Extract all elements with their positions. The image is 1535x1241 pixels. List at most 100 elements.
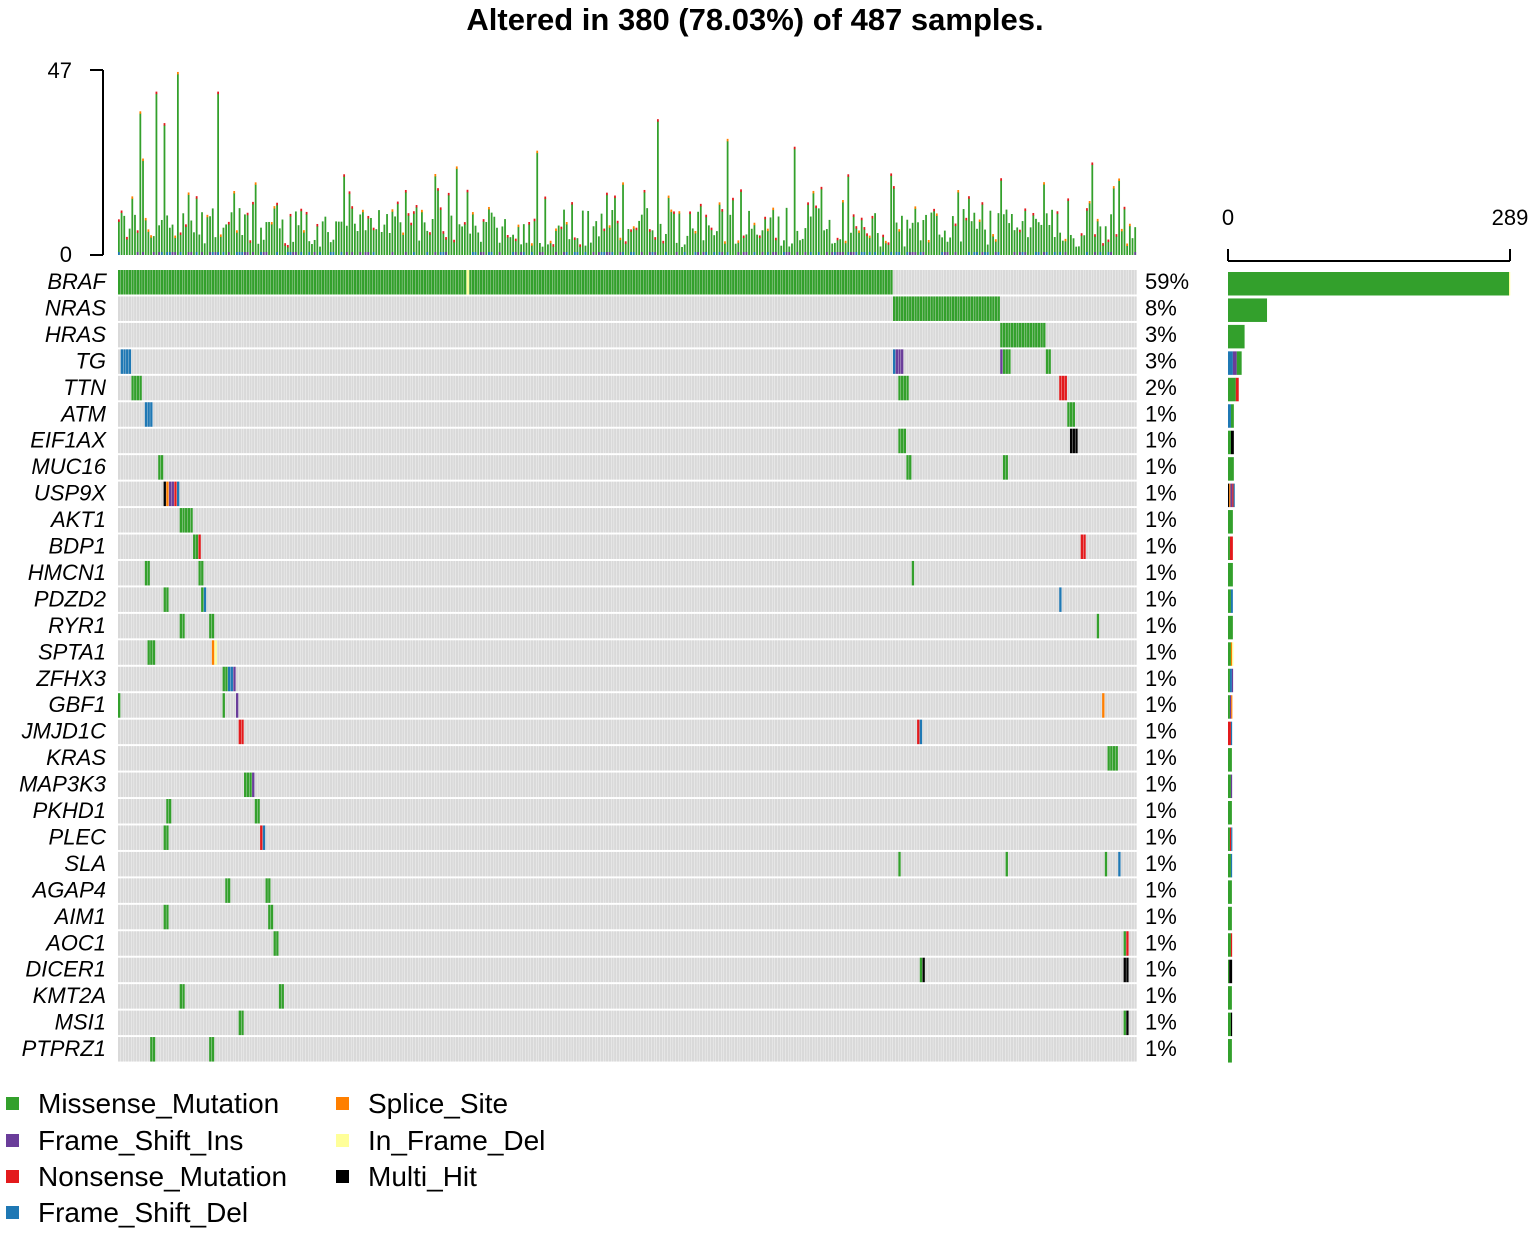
empty-cell [458,322,461,348]
empty-cell [882,481,885,507]
empty-cell [136,481,140,507]
tmb-bar [1078,246,1080,255]
alteration-cell [506,270,510,295]
alteration-cell [399,270,402,295]
empty-cell [158,296,161,321]
empty-cell [970,402,974,427]
empty-cell [498,428,502,454]
empty-cell [1088,481,1092,507]
empty-cell [482,322,486,348]
empty-cell [525,481,528,507]
tmb-bar [726,140,729,255]
empty-cell [327,402,330,427]
empty-cell [488,322,491,348]
alteration-cell [1002,322,1006,348]
empty-cell [917,481,920,507]
empty-cell [855,349,858,374]
empty-cell [734,481,738,507]
empty-cell [316,508,319,533]
tmb-bar-base [973,252,976,255]
tmb-bar [1027,237,1029,255]
empty-cell [571,375,574,401]
empty-cell [1045,428,1049,454]
tmb-bar-base [160,252,163,255]
empty-cell [573,428,577,454]
tmb-bar [965,219,968,255]
empty-cell [933,481,936,507]
tmb-bar [903,246,906,255]
tmb-bar-cap [807,202,809,205]
empty-cell [565,322,569,348]
tmb-bar-cap [289,213,292,217]
empty-cell [123,296,126,321]
empty-cell [632,296,636,321]
empty-cell [927,270,931,295]
empty-cell [638,296,641,321]
empty-cell [1013,296,1016,321]
empty-cell [324,375,327,401]
empty-cell [174,349,177,374]
alteration-cell [901,296,904,321]
empty-cell [571,296,574,321]
empty-cell [793,508,797,533]
empty-cell [217,349,220,374]
empty-cell [541,508,545,533]
empty-cell [579,508,582,533]
tmb-bar-cap [657,119,659,122]
tmb-bar-base [1086,252,1088,255]
tmb-bar [404,191,407,255]
empty-cell [252,481,255,507]
empty-cell [976,428,979,454]
tmb-bar-base [606,252,608,255]
empty-cell [783,455,786,480]
empty-cell [1075,455,1078,480]
tmb-bar-base [136,252,139,255]
tmb-bar [305,213,308,255]
empty-cell [557,428,561,454]
tmb-bar-base [737,252,740,255]
empty-cell [351,428,354,454]
alteration-cell [520,270,523,295]
empty-cell [673,455,676,480]
empty-cell [1080,375,1084,401]
empty-cell [533,322,536,348]
empty-cell [284,455,287,480]
tmb-bar [1134,227,1137,255]
empty-cell [139,428,142,454]
empty-cell [799,481,802,507]
empty-cell [345,296,349,321]
tmb-bar-base [839,252,842,255]
empty-cell [447,508,451,533]
empty-cell [474,349,477,374]
alteration-cell [560,270,563,295]
alteration-cell [884,270,888,295]
empty-cell [179,375,183,401]
empty-cell [887,508,890,533]
empty-cell [745,428,748,454]
tmb-bar [584,245,587,255]
empty-cell [646,375,649,401]
empty-cell [241,349,244,374]
empty-cell [445,481,448,507]
empty-cell [1102,349,1105,374]
empty-cell [469,402,472,427]
alteration-cell [713,270,716,295]
empty-cell [305,296,309,321]
empty-cell [724,481,727,507]
tmb-bar [657,121,659,255]
empty-cell [308,296,311,321]
empty-cell [657,349,660,374]
empty-cell [297,322,300,348]
empty-cell [683,322,687,348]
empty-cell [380,402,384,427]
empty-cell [410,349,413,374]
tmb-bar-base [211,252,214,255]
empty-cell [702,322,705,348]
empty-cell [984,481,987,507]
tmb-bar [142,160,144,255]
empty-cell [801,349,805,374]
tmb-bar [412,213,415,255]
empty-cell [431,428,435,454]
empty-cell [1013,508,1016,533]
empty-cell [324,481,327,507]
